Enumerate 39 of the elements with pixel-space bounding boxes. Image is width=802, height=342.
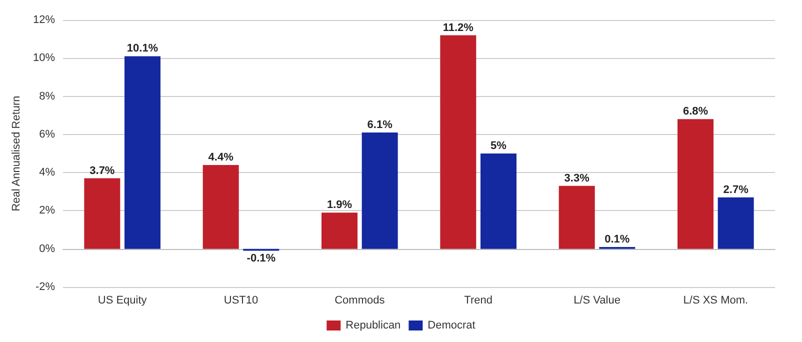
y-tick-label: 4%	[39, 166, 56, 179]
bar	[678, 119, 714, 249]
bar	[322, 212, 358, 249]
data-label: 10.1%	[126, 42, 158, 55]
data-label: 5%	[490, 140, 507, 152]
y-tick-label: -2%	[35, 281, 56, 293]
bar	[84, 178, 120, 249]
data-label: 11.2%	[442, 22, 474, 34]
data-label: 4.4%	[208, 151, 234, 164]
data-label: 1.9%	[326, 199, 352, 212]
data-label: 2.7%	[723, 184, 749, 196]
x-tick-label: US Equity	[98, 294, 148, 306]
y-axis-title: Real Annualised Return	[10, 96, 23, 212]
bar	[362, 132, 398, 249]
bar	[440, 35, 476, 249]
y-tick-label: 0%	[39, 242, 56, 255]
bar	[718, 197, 754, 249]
x-tick-label: L/S XS Mom.	[683, 294, 748, 306]
y-tick-label: 12%	[32, 14, 56, 26]
y-tick-label: 6%	[39, 128, 56, 140]
data-label: 3.7%	[90, 164, 115, 177]
data-label: 0.1%	[604, 233, 630, 246]
y-tick-label: 10%	[32, 52, 56, 64]
data-label: -0.1%	[246, 252, 276, 264]
data-label: 3.3%	[564, 172, 590, 184]
data-label: 6.1%	[367, 119, 393, 132]
bar	[558, 186, 595, 249]
x-tick-label: Commods	[334, 294, 386, 306]
data-label: 6.8%	[682, 106, 708, 118]
legend-label: Democrat	[428, 320, 476, 332]
legend-label: Republican	[346, 320, 401, 332]
y-tick-label: 8%	[39, 90, 56, 102]
x-tick-label: L/S Value	[574, 294, 620, 306]
x-tick-label: UST10	[224, 294, 258, 306]
bar	[202, 164, 239, 249]
bar	[124, 56, 160, 249]
x-tick-label: Trend	[464, 294, 492, 306]
y-tick-label: 2%	[39, 204, 56, 217]
bar	[480, 154, 516, 249]
